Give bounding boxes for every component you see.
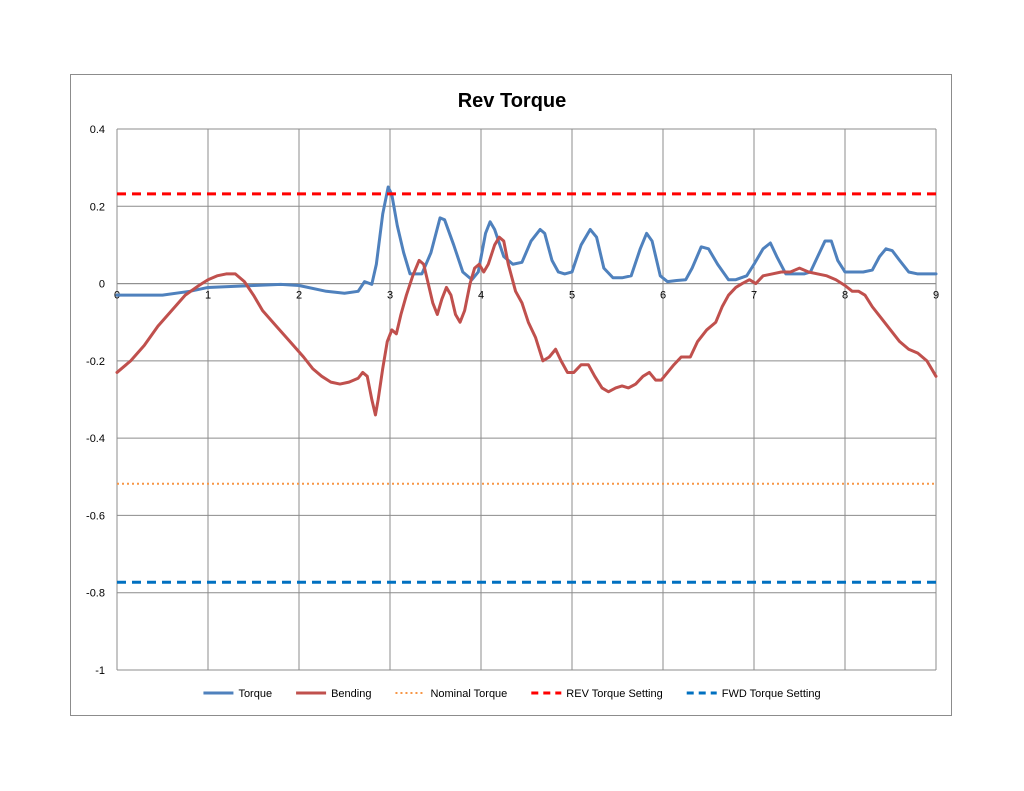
series-line-torque [115, 185, 938, 297]
chart-frame: Rev Torque 0 1 2 3 4 5 6 7 8 9 0.4 0.2 0 -0.2 -0.4 -0.6… [70, 74, 952, 716]
legend-label: Bending [331, 688, 371, 700]
grid-layer [116, 128, 937, 671]
x-tick-label: 4 [478, 290, 484, 302]
legend-label: FWD Torque Setting [722, 688, 821, 700]
x-tick-label: 8 [842, 290, 848, 302]
y-tick-label: -0.8 [86, 588, 105, 600]
y-tick-label: -0.2 [86, 356, 105, 368]
legend: Torque Bending Nominal Torque REV Torque Se… [203, 688, 821, 700]
legend-label: Torque [238, 688, 272, 700]
x-tick-label: 1 [205, 290, 211, 302]
y-tick-label: -0.4 [86, 433, 105, 445]
x-tick-label: 5 [569, 290, 575, 302]
x-tick-label: 3 [387, 290, 393, 302]
x-tick-label: 9 [933, 290, 939, 302]
y-tick-label: 0.4 [90, 124, 105, 136]
y-tick-label: -0.6 [86, 510, 105, 522]
series-layer [115, 185, 938, 584]
y-tick-label: 0 [99, 279, 105, 291]
x-tick-label: 6 [660, 290, 666, 302]
tick-layer: 0 1 2 3 4 5 6 7 8 90.40.20-0.2-0.4-0.6-0.8-1 [86, 124, 939, 677]
y-tick-label: 0.2 [90, 201, 105, 213]
chart-svg: Rev Torque 0 1 2 3 4 5 6 7 8 90.40.20-0.2-0.4-0.6… [86, 90, 939, 700]
x-tick-label: 2 [296, 290, 302, 302]
x-tick-label: 7 [751, 290, 757, 302]
chart-title: Rev Torque [458, 90, 567, 112]
series-line-bending [115, 235, 938, 417]
y-tick-label: -1 [95, 665, 105, 677]
legend-label: Nominal Torque [430, 688, 507, 700]
legend-label: REV Torque Setting [566, 688, 662, 700]
